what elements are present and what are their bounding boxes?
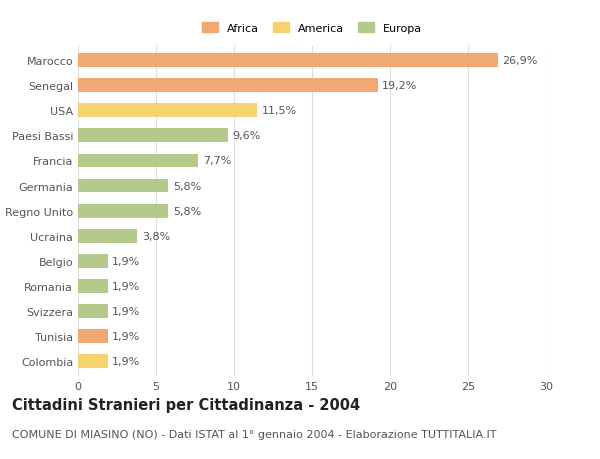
Bar	[78, 179, 169, 193]
Text: 1,9%: 1,9%	[112, 356, 140, 366]
Text: COMUNE DI MIASINO (NO) - Dati ISTAT al 1° gennaio 2004 - Elaborazione TUTTITALIA: COMUNE DI MIASINO (NO) - Dati ISTAT al 1…	[12, 429, 497, 439]
Text: 26,9%: 26,9%	[502, 56, 538, 66]
Text: 5,8%: 5,8%	[173, 181, 202, 191]
Text: 19,2%: 19,2%	[382, 81, 418, 91]
Bar	[78, 154, 198, 168]
Bar	[78, 104, 257, 118]
Text: 7,7%: 7,7%	[203, 156, 231, 166]
Text: 1,9%: 1,9%	[112, 306, 140, 316]
Bar	[78, 129, 228, 143]
Bar	[78, 280, 107, 293]
Text: 9,6%: 9,6%	[232, 131, 260, 141]
Bar	[78, 230, 137, 243]
Text: 5,8%: 5,8%	[173, 206, 202, 216]
Bar	[78, 254, 107, 268]
Text: 1,9%: 1,9%	[112, 331, 140, 341]
Text: 1,9%: 1,9%	[112, 281, 140, 291]
Text: 11,5%: 11,5%	[262, 106, 297, 116]
Text: 1,9%: 1,9%	[112, 256, 140, 266]
Text: Cittadini Stranieri per Cittadinanza - 2004: Cittadini Stranieri per Cittadinanza - 2…	[12, 397, 360, 412]
Bar	[78, 354, 107, 368]
Bar	[78, 54, 497, 68]
Bar	[78, 79, 377, 93]
Text: 3,8%: 3,8%	[142, 231, 170, 241]
Legend: Africa, America, Europa: Africa, America, Europa	[199, 20, 425, 37]
Bar	[78, 304, 107, 318]
Bar	[78, 204, 169, 218]
Bar	[78, 330, 107, 343]
